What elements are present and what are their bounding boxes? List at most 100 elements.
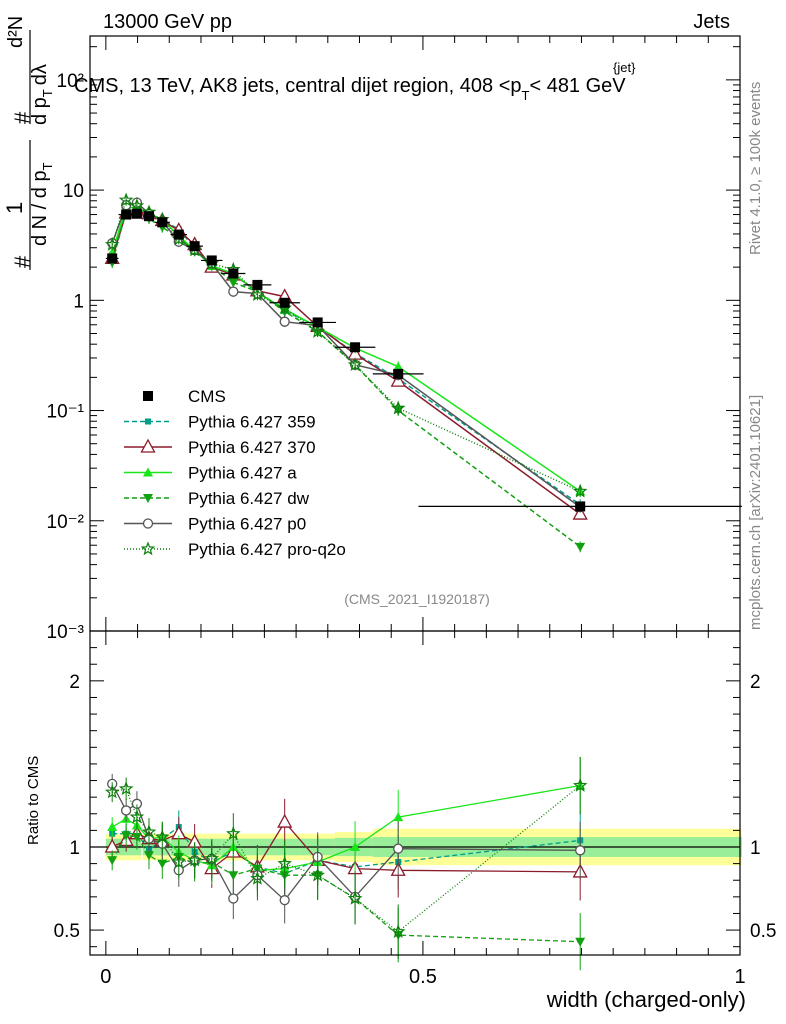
series-point <box>310 323 325 338</box>
title-suffix: < 481 GeV <box>529 75 626 97</box>
title-sub: T <box>522 88 530 103</box>
series-line-4 <box>111 201 581 508</box>
legend-label: Pythia 6.427 dw <box>188 489 310 508</box>
x-tick-label: 1 <box>734 966 745 988</box>
y-tick-label: 1 <box>73 291 84 312</box>
series-point <box>572 483 588 498</box>
ratio-point <box>347 890 363 905</box>
plot-title: CMS, 13 TeV, AK8 jets, central dijet reg… <box>74 75 626 103</box>
title-superscript: {jet} <box>613 60 636 75</box>
rivet-version-label: Rivet 4.1.0, ≥ 100k events <box>747 82 764 255</box>
cms-point <box>143 211 154 222</box>
y-tick-label: 10⁻¹ <box>47 402 85 423</box>
x-axis-label: width (charged-only) <box>546 987 746 1012</box>
cms-point <box>157 217 168 228</box>
ratio-tick-label-left: 1 <box>69 838 80 859</box>
legend-marker <box>140 541 156 556</box>
ratio-point <box>118 781 134 796</box>
cms-point <box>252 279 263 290</box>
series-point <box>228 286 239 297</box>
ratio-tick-label-right: 1 <box>750 838 761 859</box>
ratio-point <box>393 812 404 822</box>
ratio-ylabel: Ratio to CMS <box>25 756 42 845</box>
ratio-point <box>107 856 118 866</box>
ratio-point <box>572 777 588 792</box>
ratio-tick-label-right: 0.5 <box>750 921 776 942</box>
series-line-1 <box>111 209 581 515</box>
ratio-point <box>279 895 290 906</box>
ylabel-dp-sub: T <box>40 89 55 97</box>
cms-point <box>393 368 404 379</box>
ratio-point <box>141 824 157 839</box>
ylabel-dl: dλ <box>29 64 51 85</box>
series-layer <box>104 192 742 553</box>
cms-point <box>575 501 586 512</box>
ylabel-d2N: d²N <box>5 16 27 48</box>
ratio-point <box>575 845 586 856</box>
legend-marker <box>142 518 154 529</box>
ratio-tick-label-right: 2 <box>750 672 761 693</box>
cms-point <box>131 208 142 219</box>
cms-point <box>312 317 323 328</box>
cms-point <box>206 255 217 266</box>
ratio-point <box>121 831 132 841</box>
series-line-2 <box>111 206 581 492</box>
ylabel-den-sub: T <box>40 162 55 170</box>
ylabel-hash1: # <box>10 255 35 268</box>
cms-point <box>189 241 200 252</box>
series-point <box>572 505 588 520</box>
energy-label: 13000 GeV pp <box>103 11 232 33</box>
series-point <box>393 361 404 371</box>
legend-marker <box>143 391 153 401</box>
ratio-tick-label-left: 0.5 <box>54 921 80 942</box>
series-point <box>390 400 406 415</box>
ratio-point <box>120 805 132 816</box>
ratio-point <box>226 826 241 840</box>
ratio-point <box>107 822 118 832</box>
analysis-id: (CMS_2021_I1920187) <box>344 591 490 607</box>
ratio-point <box>131 833 142 843</box>
series-point <box>118 192 134 207</box>
ratio-point <box>393 843 404 854</box>
title-prefix: CMS, 13 TeV, AK8 jets, central dijet reg… <box>74 75 522 97</box>
ratio-point <box>575 937 586 947</box>
legend-label: CMS <box>188 387 226 406</box>
jets-label: Jets <box>693 11 730 33</box>
ratio-point <box>104 784 120 799</box>
y-tick-label: 10 <box>63 181 84 202</box>
ylabel-den-text: d N / d p <box>29 170 51 246</box>
series-point <box>250 287 265 302</box>
series-point <box>279 316 290 327</box>
cms-point <box>228 268 239 279</box>
legend-label: Pythia 6.427 a <box>188 464 297 483</box>
axes-ticks: 10⁻³ 10⁻² 10⁻¹ 1 10 10² 0 0.5 1 0.5 0.5 1 1 2 2 <box>47 36 776 988</box>
y-tick-label: 10⁻² <box>47 512 85 533</box>
x-tick-label: 0.5 <box>409 966 437 988</box>
ratio-point <box>143 851 154 861</box>
ratio-point <box>277 855 292 870</box>
y-axis-label: # 1 d N / d pT # d²N d pTdλ <box>2 16 55 270</box>
cms-point <box>121 209 132 220</box>
legend-marker <box>140 438 156 453</box>
ratio-point <box>157 859 168 869</box>
legend-marker <box>145 418 151 425</box>
series-point <box>575 542 586 552</box>
ratio-point <box>228 871 239 881</box>
series-line-3 <box>111 209 581 548</box>
series-line-5 <box>111 199 581 492</box>
ylabel-one: 1 <box>2 202 27 214</box>
ratio-point <box>228 893 239 904</box>
series-point <box>347 357 363 372</box>
ratio-point <box>277 813 293 828</box>
ratio-layer <box>104 756 588 971</box>
legend-marker <box>143 467 153 477</box>
series-point <box>104 236 120 251</box>
ratio-point <box>171 854 187 869</box>
x-tick-label: 0 <box>100 966 111 988</box>
ratio-point <box>129 809 145 824</box>
legend-label: Pythia 6.427 pro-q2o <box>188 540 346 559</box>
cms-point <box>107 253 118 264</box>
ratio-point <box>204 850 220 865</box>
legend-label: Pythia 6.427 359 <box>188 413 316 432</box>
